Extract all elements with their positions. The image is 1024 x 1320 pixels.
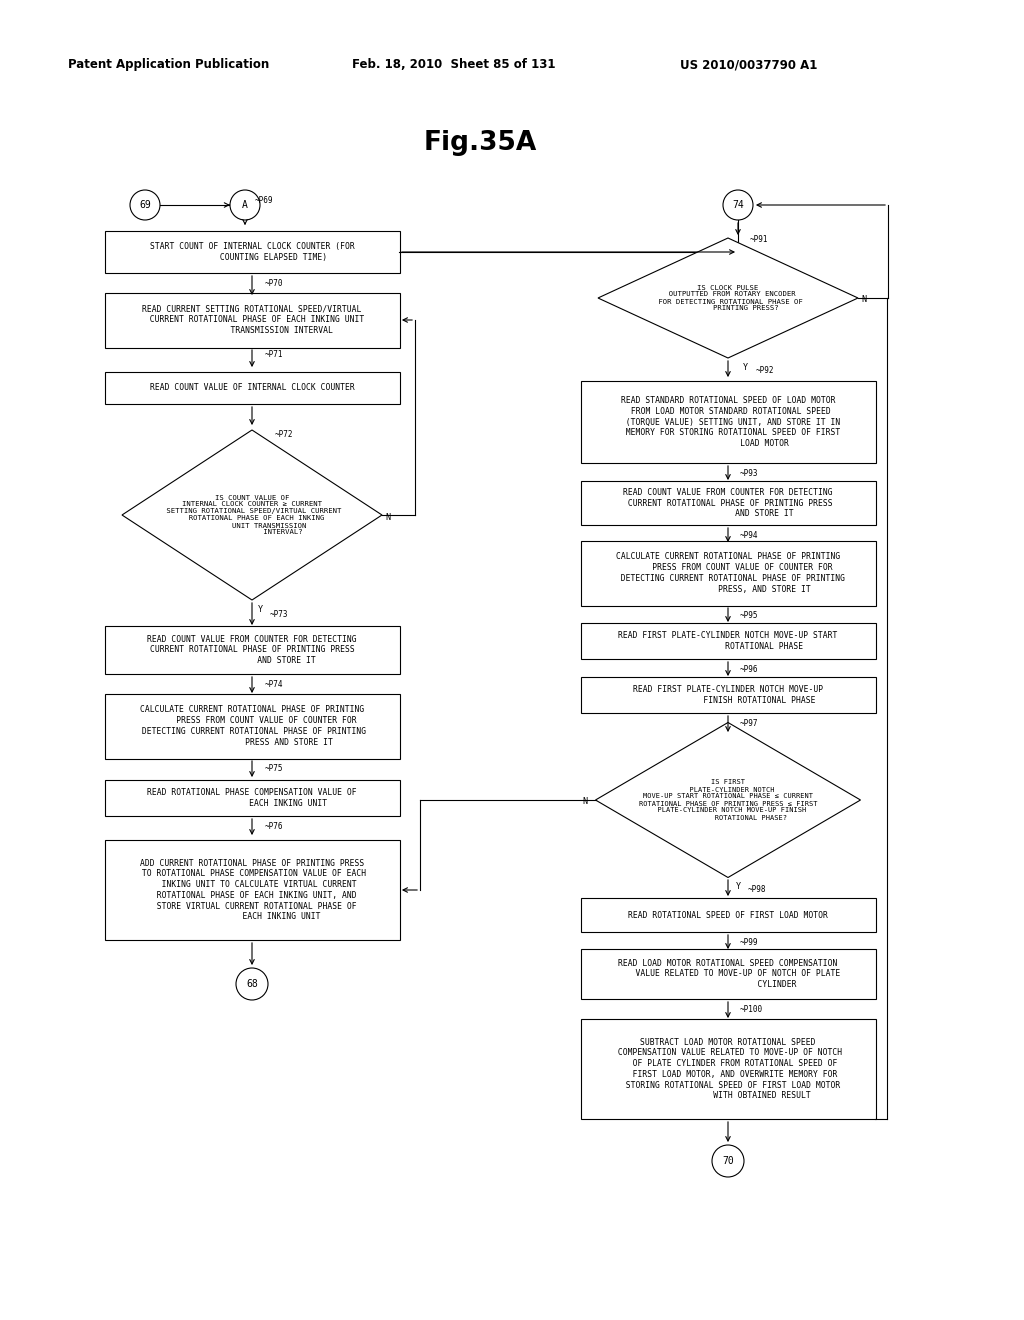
Polygon shape	[122, 430, 382, 601]
Text: IS FIRST
  PLATE-CYLINDER NOTCH
MOVE-UP START ROTATIONAL PHASE ≤ CURRENT
ROTATIO: IS FIRST PLATE-CYLINDER NOTCH MOVE-UP ST…	[639, 780, 817, 821]
Bar	[581, 1019, 876, 1119]
Text: ~P97: ~P97	[740, 719, 759, 729]
Bar	[104, 840, 399, 940]
Text: Y: Y	[258, 605, 263, 614]
Text: IS CLOCK PULSE
  OUTPUTTED FROM ROTARY ENCODER
 FOR DETECTING ROTATIONAL PHASE O: IS CLOCK PULSE OUTPUTTED FROM ROTARY ENC…	[653, 285, 803, 312]
Text: READ FIRST PLATE-CYLINDER NOTCH MOVE-UP
             FINISH ROTATIONAL PHASE: READ FIRST PLATE-CYLINDER NOTCH MOVE-UP …	[633, 685, 823, 705]
Text: US 2010/0037790 A1: US 2010/0037790 A1	[680, 58, 817, 71]
Text: ~P92: ~P92	[756, 366, 774, 375]
Text: CALCULATE CURRENT ROTATIONAL PHASE OF PRINTING
      PRESS FROM COUNT VALUE OF C: CALCULATE CURRENT ROTATIONAL PHASE OF PR…	[137, 705, 367, 747]
Text: ~P72: ~P72	[275, 430, 294, 440]
Circle shape	[723, 190, 753, 220]
Text: IS COUNT VALUE OF
INTERNAL CLOCK COUNTER ≥ CURRENT
 SETTING ROTATIONAL SPEED/VIR: IS COUNT VALUE OF INTERNAL CLOCK COUNTER…	[163, 495, 342, 536]
Text: Y: Y	[743, 363, 748, 372]
Text: ~P70: ~P70	[265, 279, 284, 288]
Text: N: N	[385, 512, 390, 521]
Text: READ COUNT VALUE FROM COUNTER FOR DETECTING
CURRENT ROTATIONAL PHASE OF PRINTING: READ COUNT VALUE FROM COUNTER FOR DETECT…	[147, 635, 356, 665]
Text: ADD CURRENT ROTATIONAL PHASE OF PRINTING PRESS
 TO ROTATIONAL PHASE COMPENSATION: ADD CURRENT ROTATIONAL PHASE OF PRINTING…	[137, 858, 367, 921]
Bar	[104, 293, 399, 347]
Polygon shape	[598, 238, 858, 358]
Text: ~P94: ~P94	[740, 531, 759, 540]
Bar	[581, 898, 876, 932]
Text: N: N	[582, 797, 587, 807]
Text: 69: 69	[139, 201, 151, 210]
Text: A: A	[242, 201, 248, 210]
Circle shape	[712, 1144, 744, 1177]
Text: ~P71: ~P71	[265, 350, 284, 359]
Text: SUBTRACT LOAD MOTOR ROTATIONAL SPEED
 COMPENSATION VALUE RELATED TO MOVE-UP OF N: SUBTRACT LOAD MOTOR ROTATIONAL SPEED COM…	[613, 1038, 843, 1101]
Text: READ ROTATIONAL PHASE COMPENSATION VALUE OF
               EACH INKING UNIT: READ ROTATIONAL PHASE COMPENSATION VALUE…	[147, 788, 356, 808]
Bar	[104, 693, 399, 759]
Text: READ CURRENT SETTING ROTATIONAL SPEED/VIRTUAL
  CURRENT ROTATIONAL PHASE OF EACH: READ CURRENT SETTING ROTATIONAL SPEED/VI…	[140, 305, 365, 335]
Text: ~P91: ~P91	[750, 235, 768, 244]
Text: CALCULATE CURRENT ROTATIONAL PHASE OF PRINTING
      PRESS FROM COUNT VALUE OF C: CALCULATE CURRENT ROTATIONAL PHASE OF PR…	[611, 552, 845, 594]
Text: ~P74: ~P74	[265, 680, 284, 689]
Text: Feb. 18, 2010  Sheet 85 of 131: Feb. 18, 2010 Sheet 85 of 131	[352, 58, 555, 71]
Text: ~P75: ~P75	[265, 764, 284, 774]
Text: READ FIRST PLATE-CYLINDER NOTCH MOVE-UP START
               ROTATIONAL PHASE: READ FIRST PLATE-CYLINDER NOTCH MOVE-UP …	[618, 631, 838, 651]
Polygon shape	[596, 722, 860, 878]
Text: ~P69: ~P69	[255, 195, 273, 205]
Bar	[104, 231, 399, 273]
Bar	[581, 623, 876, 659]
Text: READ STANDARD ROTATIONAL SPEED OF LOAD MOTOR
 FROM LOAD MOTOR STANDARD ROTATIONA: READ STANDARD ROTATIONAL SPEED OF LOAD M…	[615, 396, 840, 447]
Text: ~P98: ~P98	[748, 884, 767, 894]
Text: READ COUNT VALUE FROM COUNTER FOR DETECTING
 CURRENT ROTATIONAL PHASE OF PRINTIN: READ COUNT VALUE FROM COUNTER FOR DETECT…	[624, 488, 833, 519]
Text: Patent Application Publication: Patent Application Publication	[68, 58, 269, 71]
Text: ~P93: ~P93	[740, 469, 759, 478]
Text: ~P76: ~P76	[265, 822, 284, 832]
Bar	[104, 780, 399, 816]
Text: READ ROTATIONAL SPEED OF FIRST LOAD MOTOR: READ ROTATIONAL SPEED OF FIRST LOAD MOTO…	[628, 911, 828, 920]
Circle shape	[230, 190, 260, 220]
Bar	[104, 626, 399, 675]
Text: ~P73: ~P73	[270, 610, 289, 619]
Text: N: N	[861, 296, 866, 305]
Text: ~P100: ~P100	[740, 1005, 763, 1014]
Text: READ COUNT VALUE OF INTERNAL CLOCK COUNTER: READ COUNT VALUE OF INTERNAL CLOCK COUNT…	[150, 384, 354, 392]
Text: START COUNT OF INTERNAL CLOCK COUNTER (FOR
         COUNTING ELAPSED TIME): START COUNT OF INTERNAL CLOCK COUNTER (F…	[150, 242, 354, 261]
Bar	[104, 372, 399, 404]
Text: READ LOAD MOTOR ROTATIONAL SPEED COMPENSATION
    VALUE RELATED TO MOVE-UP OF NO: READ LOAD MOTOR ROTATIONAL SPEED COMPENS…	[615, 958, 840, 989]
Bar	[581, 381, 876, 463]
Text: Y: Y	[736, 882, 741, 891]
Text: Fig.35A: Fig.35A	[423, 129, 537, 156]
Circle shape	[236, 968, 268, 1001]
Text: ~P99: ~P99	[740, 939, 759, 946]
Text: 70: 70	[722, 1156, 734, 1166]
Text: ~P95: ~P95	[740, 611, 759, 620]
Text: ~P96: ~P96	[740, 665, 759, 675]
Bar	[581, 677, 876, 713]
Bar	[581, 540, 876, 606]
Bar	[581, 949, 876, 999]
Text: 74: 74	[732, 201, 743, 210]
Bar	[581, 480, 876, 525]
Text: 68: 68	[246, 979, 258, 989]
Circle shape	[130, 190, 160, 220]
